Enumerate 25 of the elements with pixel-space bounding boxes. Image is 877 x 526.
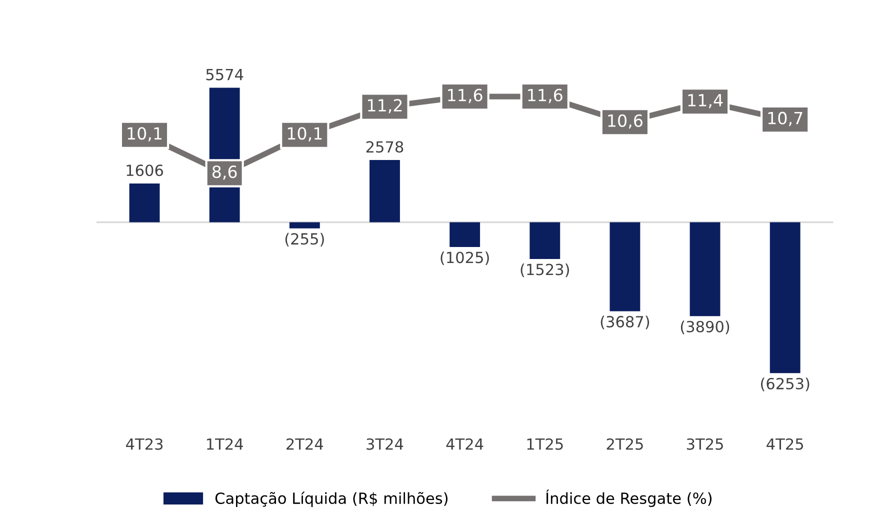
x-tick-label: 1T24: [207, 438, 243, 450]
x-tick-label: 2T24: [286, 438, 324, 450]
bar: [610, 222, 640, 312]
data-label: 5574: [206, 69, 244, 80]
legend-label: Captação Líquida (R$ milhões): [215, 492, 448, 507]
bar: [289, 222, 320, 228]
legend-label: Índice de Resgate (%): [546, 490, 712, 507]
x-tick-label: 3T25: [686, 438, 723, 450]
bar: [450, 222, 480, 248]
x-tick-label: 3T24: [366, 438, 404, 450]
x-tick-label: 2T25: [606, 438, 643, 450]
data-label: (6253): [761, 378, 810, 392]
bar: [129, 184, 160, 222]
x-tick-label: 4T25: [766, 438, 804, 450]
data-label: (1523): [520, 263, 569, 278]
data-label: (3890): [680, 320, 730, 334]
data-label: (1025): [440, 251, 489, 266]
bar: [530, 222, 560, 260]
data-label: (255): [285, 232, 324, 246]
bar: [770, 222, 800, 374]
bar: [690, 222, 720, 316]
x-tick-label: 4T23: [126, 438, 163, 450]
x-tick-label: 4T24: [446, 438, 484, 450]
x-tick-label: 1T25: [527, 438, 563, 450]
data-label: (3687): [600, 316, 650, 330]
